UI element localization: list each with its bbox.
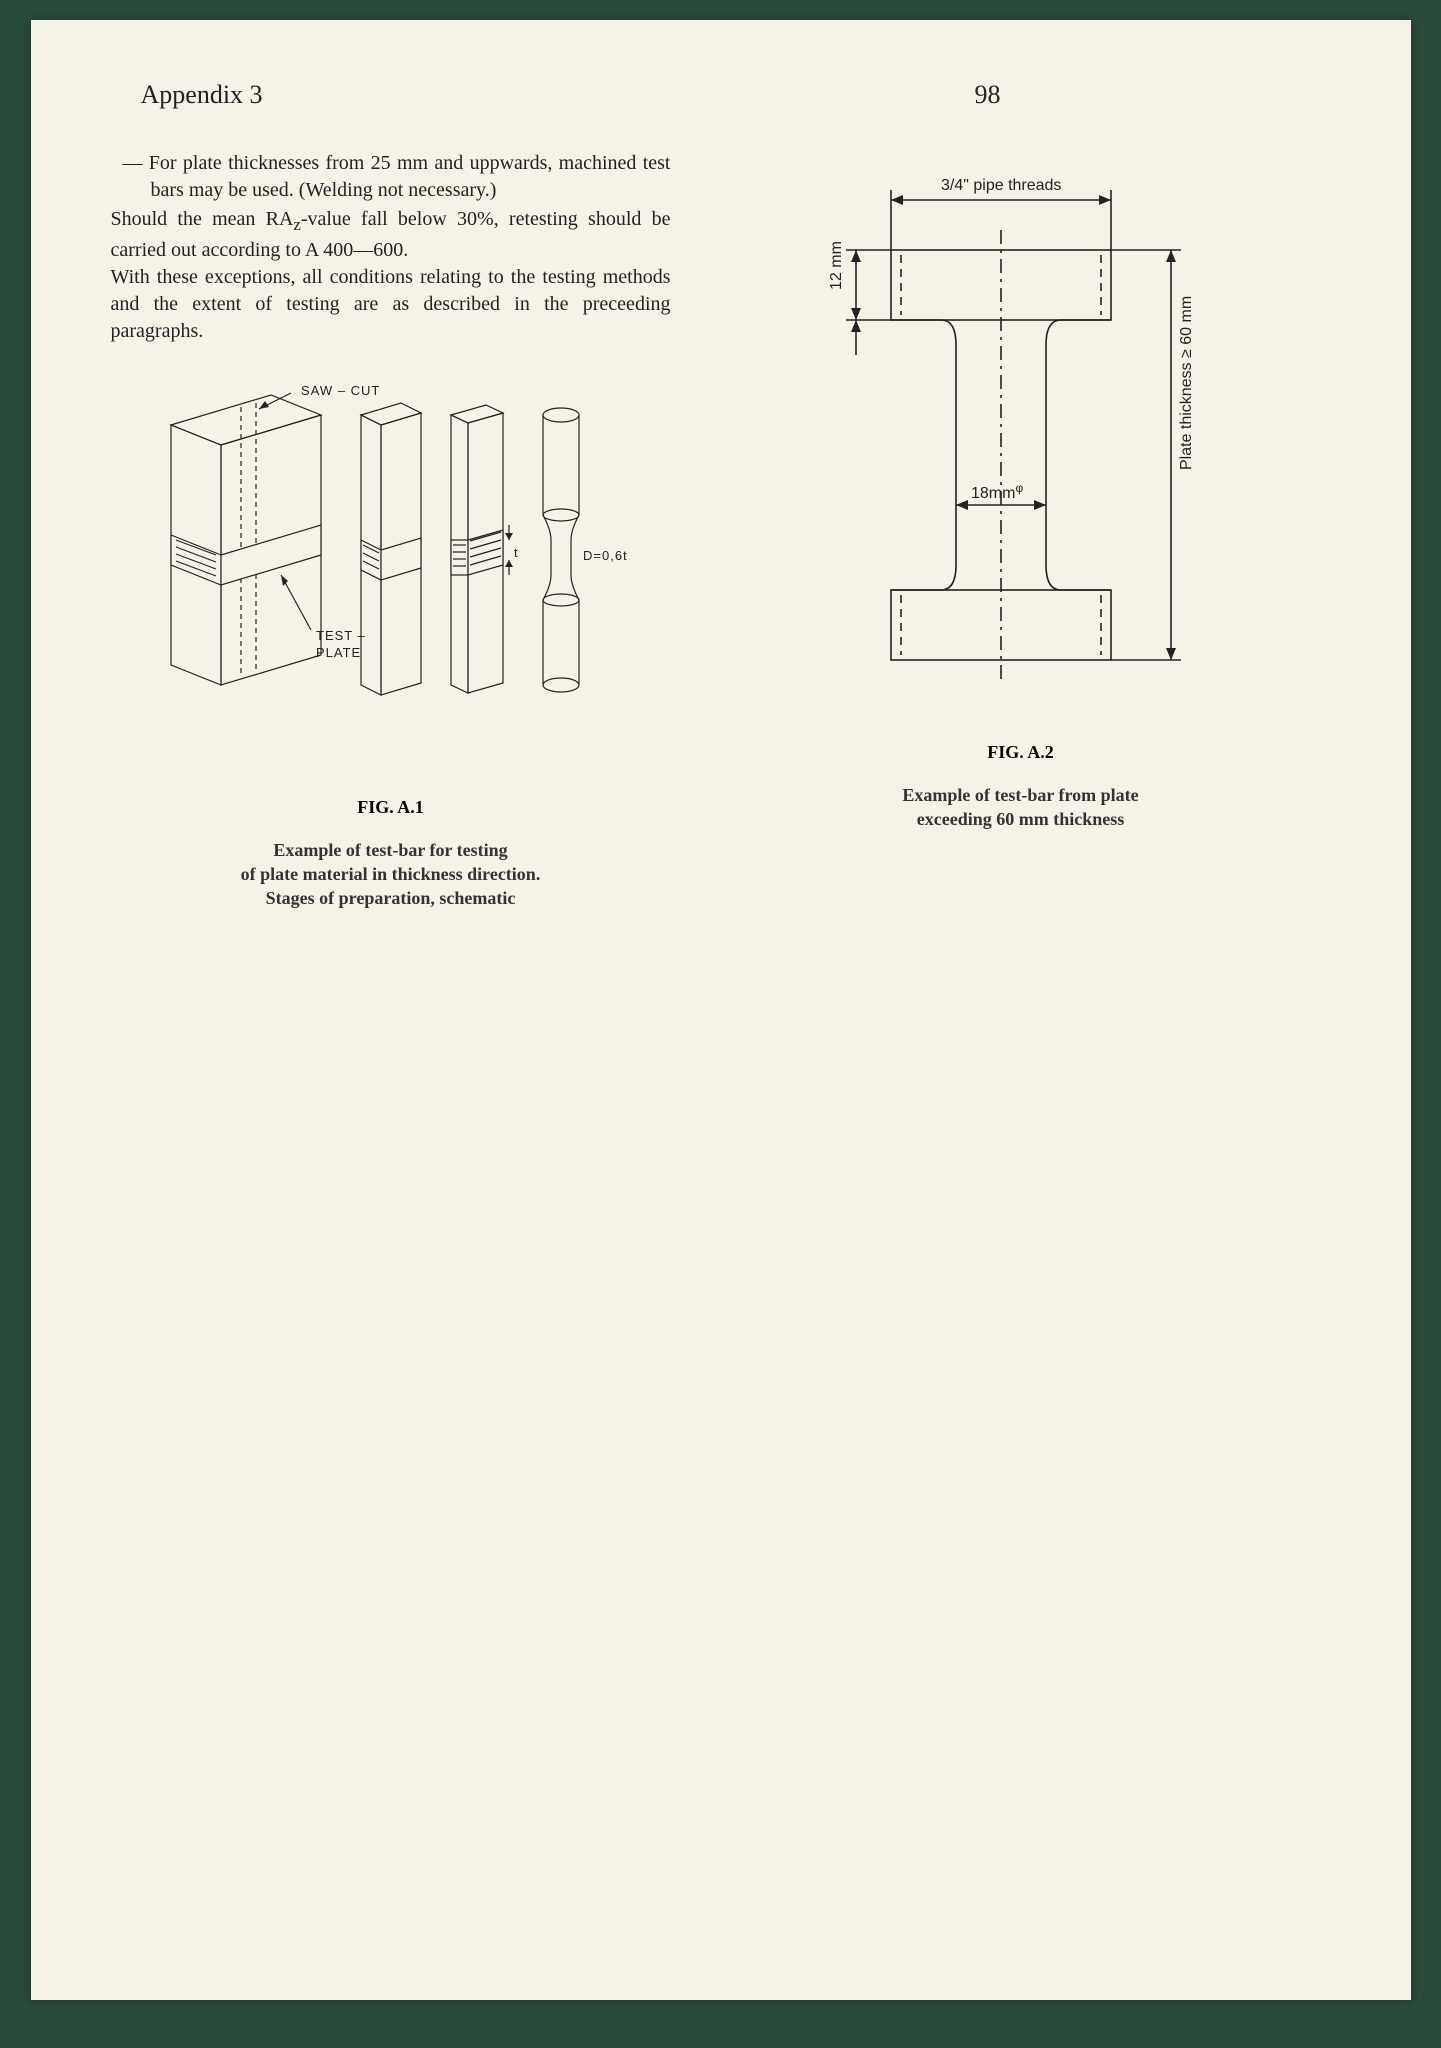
body-text-block: — For plate thicknesses from 25 mm and u… (111, 150, 671, 345)
page-number: 98 (975, 80, 1001, 110)
content-columns: — For plate thicknesses from 25 mm and u… (111, 150, 1331, 910)
right-column: 3/4" pipe threads 12 mm 18mmφ Plate thic… (731, 150, 1291, 910)
fig-a2-title: FIG. A.2 (751, 742, 1291, 763)
block-2 (361, 403, 421, 695)
testplate-label-1: TEST – (316, 628, 366, 643)
block-4-specimen (543, 408, 579, 692)
fig-a1-title: FIG. A.1 (111, 797, 671, 818)
figure-a2-diagram: 3/4" pipe threads 12 mm 18mmφ Plate thic… (811, 170, 1231, 730)
figure-a1-diagram: SAW – CUT TEST – PLATE t D=0,6t (151, 365, 631, 785)
fig-a2-left-label: 12 mm (828, 241, 845, 290)
fig-a2-caption: Example of test-bar from plate exceeding… (751, 783, 1291, 832)
fig-a2-mid-label: 18mmφ (971, 481, 1023, 502)
left-column: — For plate thicknesses from 25 mm and u… (111, 150, 671, 910)
appendix-label: Appendix 3 (141, 80, 263, 110)
testplate-label-2: PLATE (316, 645, 361, 660)
document-page: Appendix 3 98 — For plate thicknesses fr… (31, 20, 1411, 2000)
fig-a1-caption: Example of test-bar for testing of plate… (111, 838, 671, 911)
block-3 (451, 405, 513, 693)
page-header: Appendix 3 98 (111, 80, 1331, 110)
fig-a2-top-label: 3/4" pipe threads (941, 177, 1061, 194)
block-1 (171, 395, 321, 685)
sawcut-label: SAW – CUT (301, 383, 380, 398)
fig-a2-right-label: Plate thickness ≥ 60 mm (1178, 296, 1195, 470)
d-label: D=0,6t (583, 548, 628, 563)
t-label: t (514, 545, 519, 560)
paragraph-2: With these exceptions, all conditions re… (111, 264, 671, 345)
paragraph-1: Should the mean RAz-value fall below 30%… (111, 206, 671, 264)
bullet-item: — For plate thicknesses from 25 mm and u… (111, 150, 671, 204)
